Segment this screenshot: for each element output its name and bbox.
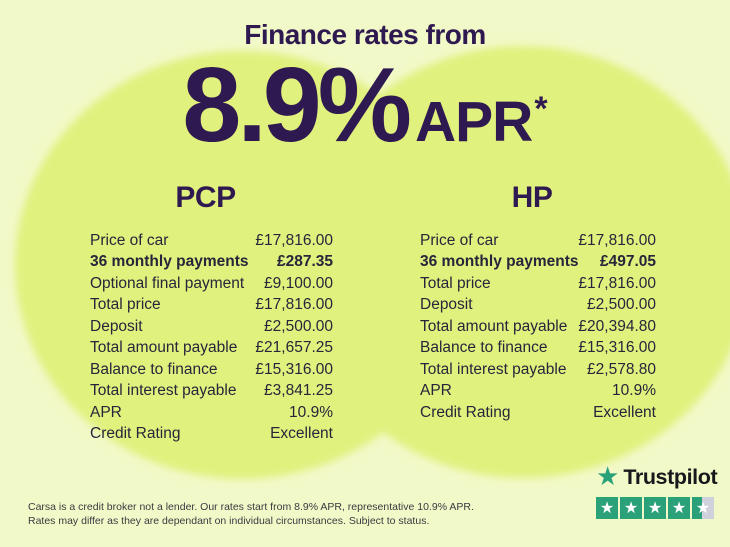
- finance-table-row: 36 monthly payments £497.05: [420, 252, 656, 274]
- row-value: £15,316.00: [578, 339, 656, 357]
- finance-table-row: Deposit £2,500.00: [420, 295, 656, 317]
- trustpilot-half-star-box: ★: [692, 497, 714, 519]
- finance-table-row: Total amount payable £20,394.80: [420, 316, 656, 338]
- finance-table-row: 36 monthly payments £287.35: [90, 252, 333, 274]
- disclaimer-line-1: Carsa is a credit broker not a lender. O…: [28, 501, 474, 513]
- rate-value: 8.9%: [182, 46, 412, 164]
- row-value: £21,657.25: [255, 339, 333, 357]
- finance-table-row: Credit Rating Excellent: [420, 402, 656, 424]
- row-value: £2,578.80: [587, 360, 656, 378]
- row-value: £2,500.00: [587, 296, 656, 314]
- row-label: Price of car: [420, 231, 499, 249]
- row-label: Deposit: [90, 317, 143, 335]
- row-label: 36 monthly payments: [90, 253, 249, 271]
- row-label: Total amount payable: [90, 339, 238, 357]
- finance-table-row: Credit Rating Excellent: [90, 424, 333, 446]
- hp-column: HP Price of car £17,816.00 36 monthly pa…: [420, 180, 656, 424]
- trustpilot-badge[interactable]: ★ Trustpilot ★ ★ ★ ★ ★: [596, 464, 724, 519]
- trustpilot-stars: ★ ★ ★ ★ ★: [596, 497, 724, 519]
- finance-table-row: APR 10.9%: [90, 402, 333, 424]
- finance-table-row: Total interest payable £3,841.25: [90, 381, 333, 403]
- row-label: Total interest payable: [420, 360, 567, 378]
- row-label: Optional final payment: [90, 274, 245, 292]
- finance-table-row: Balance to finance £15,316.00: [420, 338, 656, 360]
- finance-table-row: Total price £17,816.00: [420, 273, 656, 295]
- finance-table-row: Optional final payment £9,100.00: [90, 273, 333, 295]
- pcp-rows: Price of car £17,816.00 36 monthly payme…: [90, 230, 333, 445]
- row-value: £3,841.25: [264, 382, 333, 400]
- row-label: Balance to finance: [90, 360, 218, 378]
- row-value: Excellent: [270, 425, 333, 443]
- trustpilot-star-box: ★: [596, 497, 618, 519]
- trustpilot-logo: ★ Trustpilot: [596, 464, 724, 490]
- finance-table-row: APR 10.9%: [420, 381, 656, 403]
- trustpilot-star-icon: ★: [596, 462, 620, 492]
- disclaimer-text: Carsa is a credit broker not a lender. O…: [28, 501, 474, 528]
- row-value: £497.05: [599, 253, 656, 271]
- rate-unit: APR: [415, 90, 533, 154]
- trustpilot-brand-text: Trustpilot: [623, 464, 718, 489]
- finance-table-row: Total price £17,816.00: [90, 295, 333, 317]
- hp-rows: Price of car £17,816.00 36 monthly payme…: [420, 230, 656, 424]
- star-icon: ★: [623, 498, 639, 517]
- headline-rate: 8.9% APR *: [0, 52, 730, 158]
- row-label: 36 monthly payments: [420, 253, 579, 271]
- row-label: Credit Rating: [90, 425, 181, 443]
- finance-table-row: Deposit £2,500.00: [90, 316, 333, 338]
- row-label: Price of car: [90, 231, 169, 249]
- row-label: Total amount payable: [420, 317, 568, 335]
- row-label: Total price: [90, 296, 161, 314]
- star-icon: ★: [695, 498, 711, 517]
- star-icon: ★: [599, 498, 615, 517]
- pcp-column-title: PCP: [175, 181, 236, 214]
- finance-table-row: Balance to finance £15,316.00: [90, 359, 333, 381]
- row-value: 10.9%: [289, 403, 333, 421]
- row-value: £20,394.80: [578, 317, 656, 335]
- row-value: £17,816.00: [255, 296, 333, 314]
- star-icon: ★: [647, 498, 663, 517]
- pcp-column: PCP Price of car £17,816.00 36 monthly p…: [90, 180, 333, 445]
- row-label: Deposit: [420, 296, 473, 314]
- row-value: £287.35: [276, 253, 333, 271]
- row-label: Balance to finance: [420, 339, 548, 357]
- row-value: Excellent: [593, 403, 656, 421]
- row-label: Credit Rating: [420, 403, 511, 421]
- row-value: £17,816.00: [578, 274, 656, 292]
- row-value: £17,816.00: [578, 231, 656, 249]
- trustpilot-star-box: ★: [644, 497, 666, 519]
- row-value: £17,816.00: [255, 231, 333, 249]
- row-label: APR: [420, 382, 452, 400]
- row-value: £15,316.00: [255, 360, 333, 378]
- rate-asterisk: *: [534, 90, 548, 128]
- row-value: 10.9%: [612, 382, 656, 400]
- row-label: Total price: [420, 274, 491, 292]
- finance-table-row: Price of car £17,816.00: [90, 230, 333, 252]
- trustpilot-star-box: ★: [668, 497, 690, 519]
- row-value: £2,500.00: [264, 317, 333, 335]
- row-label: APR: [90, 403, 122, 421]
- star-icon: ★: [671, 498, 687, 517]
- finance-table-row: Total amount payable £21,657.25: [90, 338, 333, 360]
- right-circle-shape: [295, 46, 730, 478]
- row-label: Total interest payable: [90, 382, 237, 400]
- hp-column-title: HP: [511, 181, 553, 214]
- trustpilot-star-box: ★: [620, 497, 642, 519]
- finance-table-row: Total interest payable £2,578.80: [420, 359, 656, 381]
- disclaimer-line-2: Rates may differ as they are dependant o…: [28, 514, 430, 527]
- finance-table-row: Price of car £17,816.00: [420, 230, 656, 252]
- page-title: Finance rates from: [244, 19, 486, 50]
- row-value: £9,100.00: [264, 274, 333, 292]
